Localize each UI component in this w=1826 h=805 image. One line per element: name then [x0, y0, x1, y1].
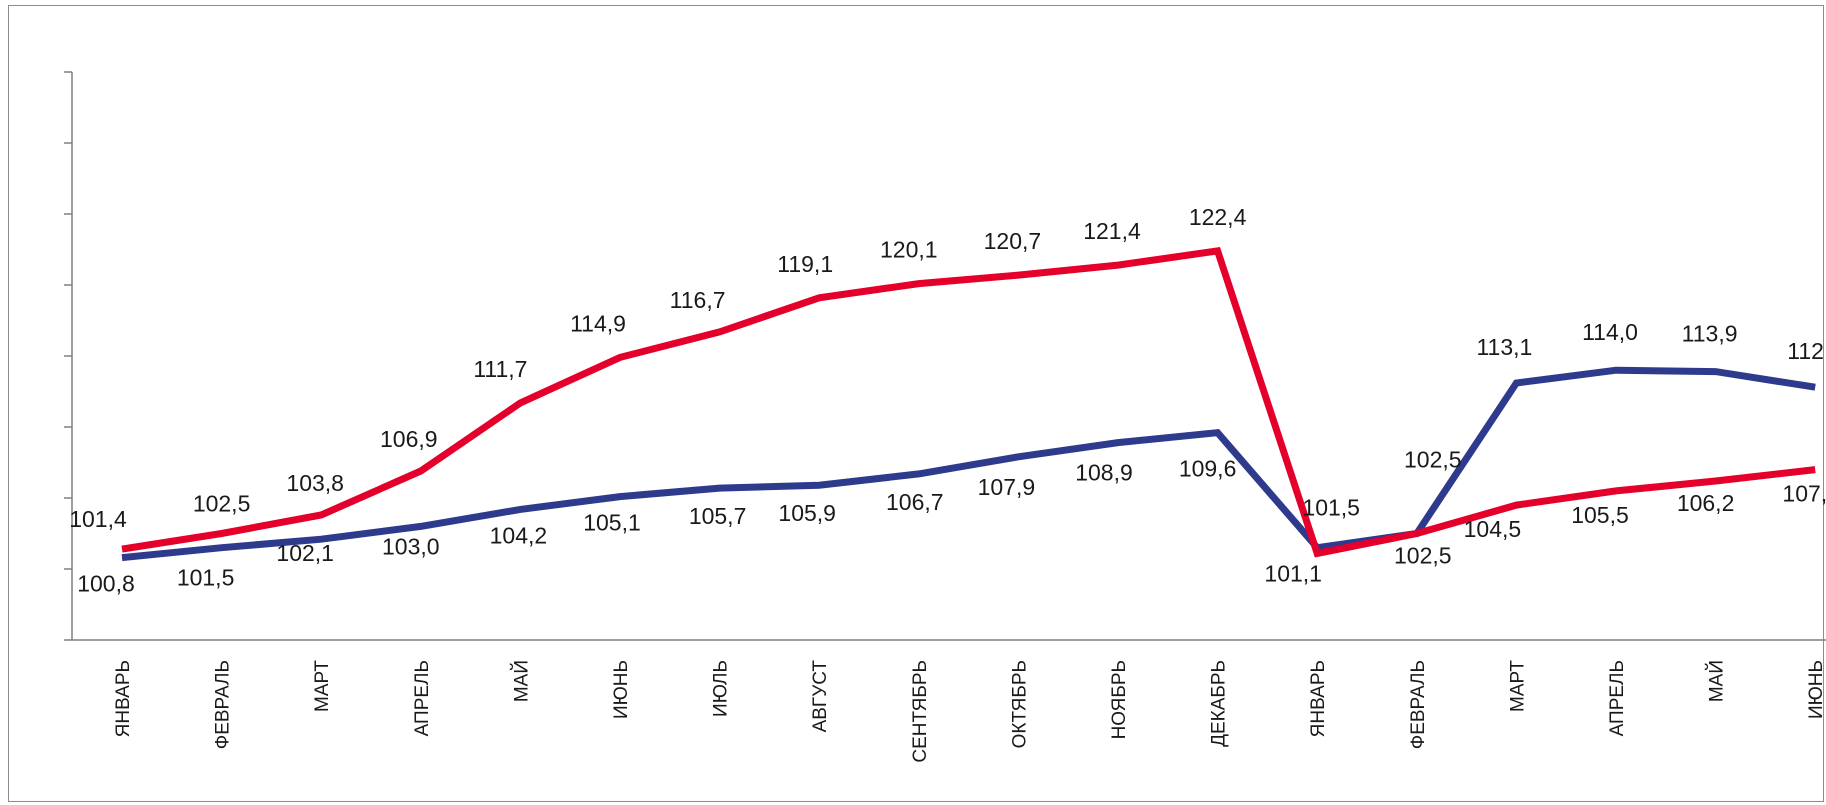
data-label: 103,8 [286, 470, 344, 496]
x-tick-label: МАЙ [510, 660, 532, 702]
data-labels: 101,4 102,5 103,8 106,9 111,7 114,9 116,7 119,1… [69, 204, 1826, 597]
data-label: 105,9 [778, 500, 836, 526]
data-label: 120,1 [880, 237, 938, 263]
data-label: 104,5 [1464, 516, 1522, 542]
x-tick-label: ЯНВАРЬ [113, 660, 134, 737]
chart-frame [8, 5, 1824, 802]
data-label: 120,7 [984, 228, 1042, 254]
data-label: 111,7 [473, 356, 527, 382]
data-label: 109,6 [1179, 456, 1237, 482]
data-label: 106,9 [380, 426, 438, 452]
series-line-1 [121, 366, 1816, 562]
data-label: 107,9 [978, 474, 1036, 500]
data-label: 101,5 [177, 565, 235, 591]
data-label: 105,7 [689, 503, 747, 529]
x-tick-label: СЕНТЯБРЬ [910, 660, 931, 763]
x-tick-label: ЯНВАРЬ [1308, 660, 1329, 737]
data-label: 102,1 [276, 540, 334, 566]
data-label: 108,9 [1075, 460, 1133, 486]
data-label: 121,4 [1083, 218, 1141, 244]
x-tick-label: АВГУСТ [810, 660, 831, 733]
x-tick-label: МАРТ [312, 660, 333, 712]
x-tick-label: ИЮЛЬ [711, 660, 732, 717]
x-tick-label: ИЮНЬ [1806, 660, 1826, 719]
data-label: 107,0 [1782, 481, 1826, 507]
x-tick-label: ИЮНЬ [611, 660, 632, 719]
data-label: 114,9 [570, 310, 626, 336]
data-label: 105,1 [583, 510, 641, 536]
data-label: 101,4 [69, 506, 127, 532]
x-tick-label: МАЙ [1706, 660, 1728, 702]
data-label: 113,9 [1682, 321, 1738, 347]
axes [64, 71, 1826, 641]
data-label: 101,1 [1264, 560, 1322, 586]
x-tick-label: АПРЕЛЬ [412, 660, 433, 736]
series-lines [121, 247, 1816, 562]
data-label: 102,5 [1404, 447, 1462, 473]
data-label: 102,5 [193, 491, 251, 517]
x-tick-label: ФЕВРАЛЬ [1408, 660, 1429, 749]
data-label: 103,0 [382, 533, 440, 559]
data-label: 114,0 [1582, 319, 1638, 345]
data-label: 106,2 [1677, 490, 1735, 516]
x-tick-label: НОЯБРЬ [1109, 660, 1130, 739]
data-label: 122,4 [1189, 204, 1247, 230]
data-label: 112,8 [1787, 338, 1826, 364]
data-label: 105,5 [1571, 502, 1629, 528]
x-axis-tick-labels: ЯНВАРЬ ФЕВРАЛЬ МАРТ АПРЕЛЬ МАЙ ИЮНЬ ИЮЛЬ АВГУСТ… [113, 660, 1826, 763]
data-label: 102,5 [1394, 543, 1452, 569]
x-tick-label: ДЕКАБРЬ [1209, 660, 1230, 747]
x-tick-label: ОКТЯБРЬ [1009, 660, 1030, 748]
data-label: 119,1 [777, 251, 833, 277]
x-tick-label: МАРТ [1507, 660, 1528, 712]
data-label: 100,8 [77, 571, 135, 597]
x-tick-label: АПРЕЛЬ [1607, 660, 1628, 736]
x-tick-label: ФЕВРАЛЬ [213, 660, 234, 749]
data-label: 101,5 [1302, 495, 1360, 521]
series-line-0 [121, 247, 1816, 558]
data-label: 106,7 [886, 489, 944, 515]
data-label: 113,1 [1476, 334, 1532, 360]
data-label: 116,7 [670, 287, 726, 313]
data-label: 104,2 [490, 522, 548, 548]
